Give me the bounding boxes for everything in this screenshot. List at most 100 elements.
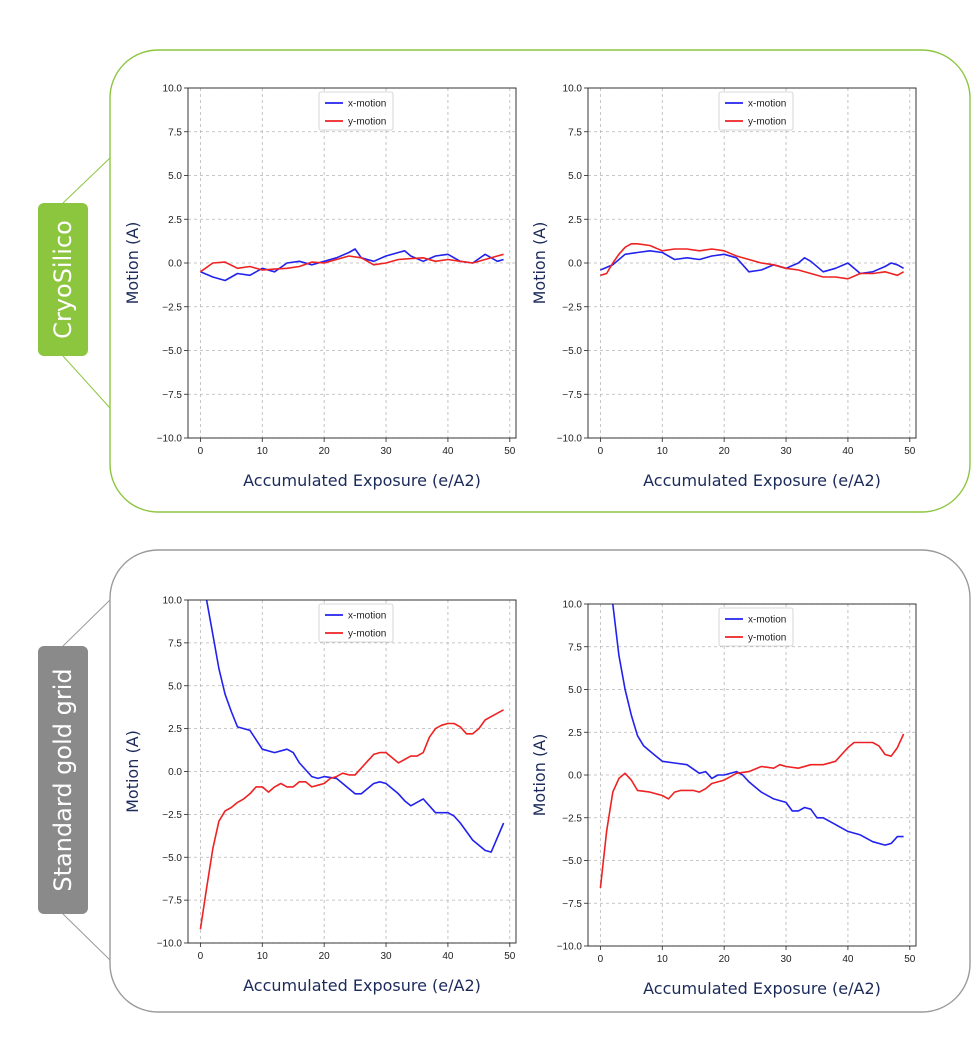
series-group [199, 248, 504, 282]
x-tick-label: 40 [842, 954, 854, 965]
x-tick-label: 30 [780, 446, 792, 457]
x-tick-label: 10 [257, 951, 269, 962]
y-tick-label: −5.0 [562, 346, 582, 357]
connector-line [62, 913, 111, 961]
y-tick-label: 7.5 [568, 642, 582, 653]
series-line-y-motion [199, 253, 504, 273]
series-group [600, 243, 904, 280]
series-group [199, 600, 505, 930]
x-axis-title: Accumulated Exposure (e/A2) [643, 471, 881, 490]
x-tick-label: 50 [504, 951, 516, 962]
legend-entry: x-motion [748, 615, 786, 626]
x-tick-label: 0 [598, 446, 604, 457]
x-tick-label: 10 [257, 446, 269, 457]
legend-entry: y-motion [748, 117, 786, 128]
chart-panel: 0 10 20 30 40 50 10.0 7.5 5.0 2.5 0.0 −2.5 −5.0 −7.5 −… [123, 84, 517, 490]
y-tick-label: 5.0 [168, 681, 182, 692]
y-tick-label: −7.5 [162, 896, 182, 907]
connector-line [62, 157, 111, 204]
y-tick-label: 5.0 [568, 171, 582, 182]
series-line-y-motion [599, 733, 905, 888]
series-line-y-motion [199, 709, 504, 930]
series-line-y-motion [600, 243, 904, 280]
y-axis-title: Motion (A) [530, 734, 549, 817]
series-line-x-motion [200, 248, 504, 282]
y-tick-label: 2.5 [168, 724, 182, 735]
x-tick-label: 0 [598, 954, 604, 965]
legend-entry: x-motion [348, 99, 386, 110]
y-tick-label: 10.0 [163, 596, 183, 607]
group-tab [38, 203, 88, 356]
y-tick-label: −5.0 [562, 856, 582, 867]
y-tick-label: 5.0 [168, 171, 182, 182]
y-tick-label: 10.0 [563, 600, 583, 611]
group-frame [109, 49, 971, 513]
y-tick-label: −2.5 [562, 302, 582, 313]
x-tick-label: 20 [719, 446, 731, 457]
y-tick-label: 2.5 [168, 215, 182, 226]
x-tick-label: 50 [904, 446, 916, 457]
y-tick-label: −10.0 [157, 434, 183, 445]
y-tick-label: −5.0 [162, 346, 182, 357]
group-frame [109, 549, 971, 1013]
plot-frame [187, 87, 517, 439]
x-tick-label: 20 [719, 954, 731, 965]
legend-entry: x-motion [348, 611, 386, 622]
connector-line [62, 599, 111, 647]
y-tick-label: −5.0 [162, 853, 182, 864]
x-tick-label: 30 [780, 954, 792, 965]
group-label: CryoSilico [49, 220, 77, 339]
x-tick-label: 20 [319, 446, 331, 457]
x-tick-label: 10 [657, 954, 669, 965]
x-axis-title: Accumulated Exposure (e/A2) [243, 976, 481, 995]
y-tick-label: −2.5 [162, 810, 182, 821]
y-tick-label: −10.0 [557, 434, 583, 445]
y-tick-label: 10.0 [563, 84, 583, 95]
x-tick-label: 0 [198, 446, 204, 457]
x-tick-label: 50 [904, 954, 916, 965]
chart-panel: 0 10 20 30 40 50 10.0 7.5 5.0 2.5 0.0 −2.5 −5.0 −7.5 −… [123, 596, 517, 995]
x-tick-label: 40 [442, 951, 454, 962]
y-tick-label: 2.5 [568, 215, 582, 226]
group-label: Standard gold grid [49, 668, 77, 891]
x-tick-label: 10 [657, 446, 669, 457]
plot-frame [587, 603, 917, 947]
plot-frame [187, 599, 517, 944]
y-axis-title: Motion (A) [123, 730, 142, 813]
y-tick-label: 10.0 [163, 84, 183, 95]
legend-entry: x-motion [748, 99, 786, 110]
y-tick-label: 0.0 [568, 259, 582, 270]
x-tick-label: 50 [504, 446, 516, 457]
y-axis-title: Motion (A) [530, 222, 549, 305]
plot-frame [587, 87, 917, 439]
x-tick-label: 40 [842, 446, 854, 457]
group-tab [38, 646, 88, 914]
x-axis-title: Accumulated Exposure (e/A2) [643, 979, 881, 998]
y-tick-label: −2.5 [562, 813, 582, 824]
legend-entry: y-motion [748, 633, 786, 644]
connector-line [62, 355, 111, 409]
x-tick-label: 30 [380, 446, 392, 457]
y-tick-label: −10.0 [157, 939, 183, 950]
y-tick-label: 5.0 [568, 685, 582, 696]
legend-entry: y-motion [348, 117, 386, 128]
y-tick-label: −7.5 [562, 390, 582, 401]
y-tick-label: −10.0 [557, 942, 583, 953]
y-tick-label: −2.5 [162, 302, 182, 313]
chart-panel: 0 10 20 30 40 50 10.0 7.5 5.0 2.5 0.0 −2.5 −5.0 −7.5 −… [530, 84, 917, 490]
y-axis-title: Motion (A) [123, 222, 142, 305]
y-tick-label: −7.5 [562, 899, 582, 910]
y-tick-label: 7.5 [168, 127, 182, 138]
y-tick-label: −7.5 [162, 390, 182, 401]
x-tick-label: 0 [198, 951, 204, 962]
x-tick-label: 40 [442, 446, 454, 457]
x-axis-title: Accumulated Exposure (e/A2) [243, 471, 481, 490]
y-tick-label: 0.0 [168, 259, 182, 270]
legend-entry: y-motion [348, 629, 386, 640]
x-tick-label: 20 [319, 951, 331, 962]
y-tick-label: 7.5 [168, 638, 182, 649]
series-group [599, 604, 905, 888]
y-tick-label: 7.5 [568, 127, 582, 138]
series-line-x-motion [612, 604, 904, 846]
